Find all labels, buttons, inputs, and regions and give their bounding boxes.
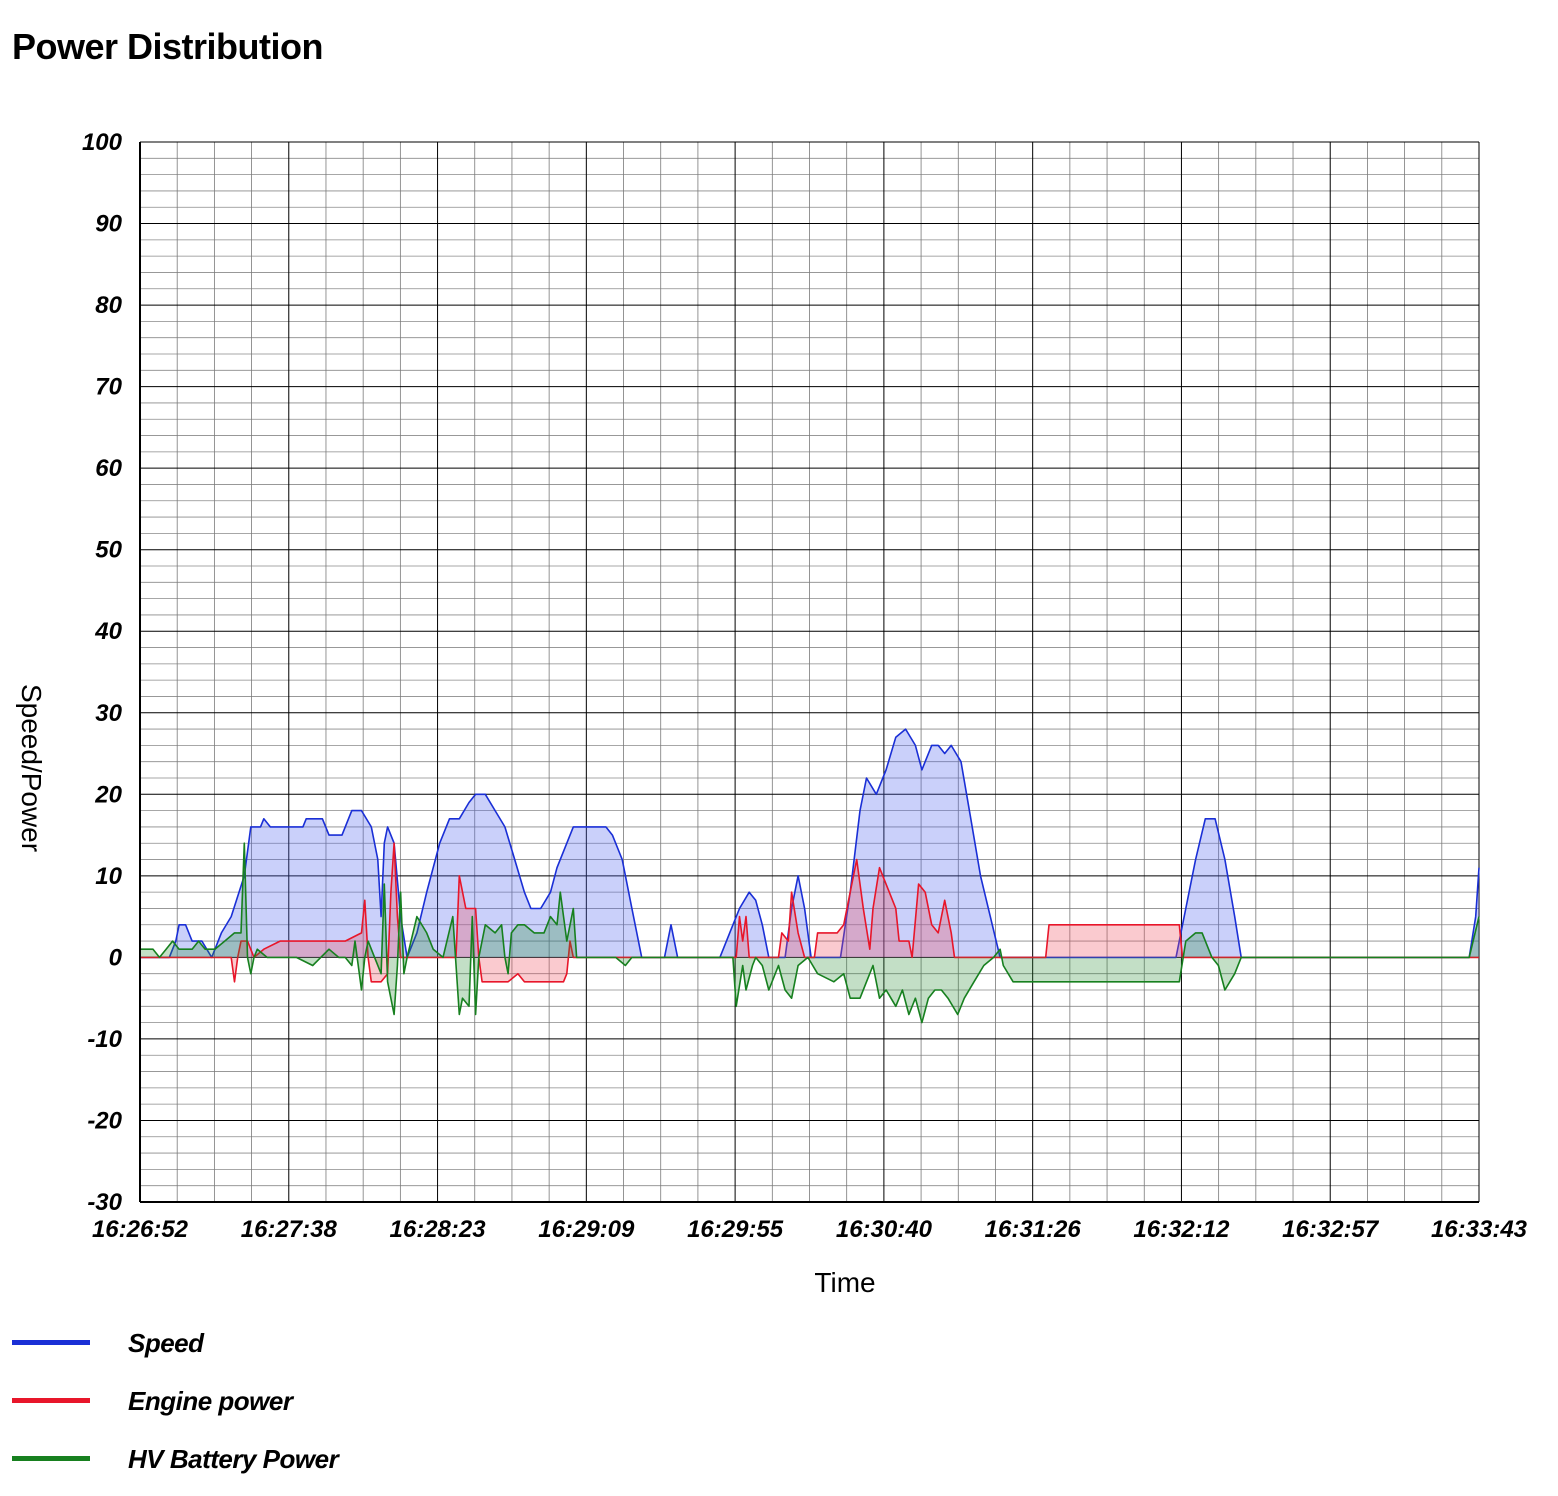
series-line-speed	[140, 728, 1480, 959]
chart-title: Power Distribution	[12, 26, 324, 67]
series-line-hv-battery-power	[140, 842, 1480, 1024]
axes	[139, 142, 1479, 1203]
y-tick-label: 90	[95, 211, 122, 238]
y-tick-label: -20	[87, 1107, 122, 1134]
y-tick-label: 20	[94, 781, 122, 808]
x-tick-label: 16:33:43	[1431, 1216, 1528, 1243]
y-tick-label: 0	[109, 944, 123, 971]
major-gridlines	[139, 141, 1480, 1203]
series-layer	[140, 728, 1480, 1024]
series-line-engine-power	[140, 842, 1479, 983]
legend-swatch-hv-battery-power	[12, 1456, 90, 1461]
x-tick-label: 16:26:52	[92, 1216, 189, 1243]
x-tick-label: 16:32:12	[1133, 1216, 1230, 1243]
x-tick-label: 16:28:23	[390, 1216, 487, 1243]
x-tick-label: 16:31:26	[985, 1216, 1082, 1243]
y-tick-label: 70	[95, 374, 122, 401]
x-tick-labels: 16:26:52 16:27:38 16:28:23 16:29:09 16:29:55…	[92, 1216, 1528, 1243]
y-tick-label: 60	[95, 455, 122, 482]
series-area-speed	[140, 729, 1479, 958]
x-tick-label: 16:29:09	[538, 1216, 635, 1243]
legend-label-hv-battery-power: HV Battery Power	[128, 1444, 339, 1474]
x-tick-label: 16:32:57	[1282, 1216, 1380, 1243]
y-tick-label: 80	[95, 292, 122, 319]
y-tick-label: 10	[95, 863, 122, 890]
legend-swatch-speed	[12, 1340, 90, 1345]
y-tick-label: 30	[95, 700, 122, 727]
y-tick-label: 50	[95, 537, 122, 564]
x-tick-label: 16:30:40	[836, 1216, 933, 1243]
y-tick-label: 40	[94, 618, 122, 645]
x-axis-label: Time	[814, 1267, 875, 1298]
legend-label-engine-power: Engine power	[128, 1386, 293, 1416]
y-tick-label: -10	[87, 1026, 122, 1053]
legend-swatch-engine-power	[12, 1398, 90, 1403]
x-tick-label: 16:29:55	[687, 1216, 784, 1243]
x-tick-label: 16:27:38	[241, 1216, 338, 1243]
minor-gridlines	[140, 142, 1479, 1202]
y-tick-label: -30	[87, 1189, 122, 1216]
y-tick-label: 100	[82, 129, 123, 156]
legend-label-speed: Speed	[128, 1328, 204, 1358]
series-area-engine-power	[140, 843, 1479, 982]
y-axis-label: Speed/Power	[16, 684, 47, 852]
